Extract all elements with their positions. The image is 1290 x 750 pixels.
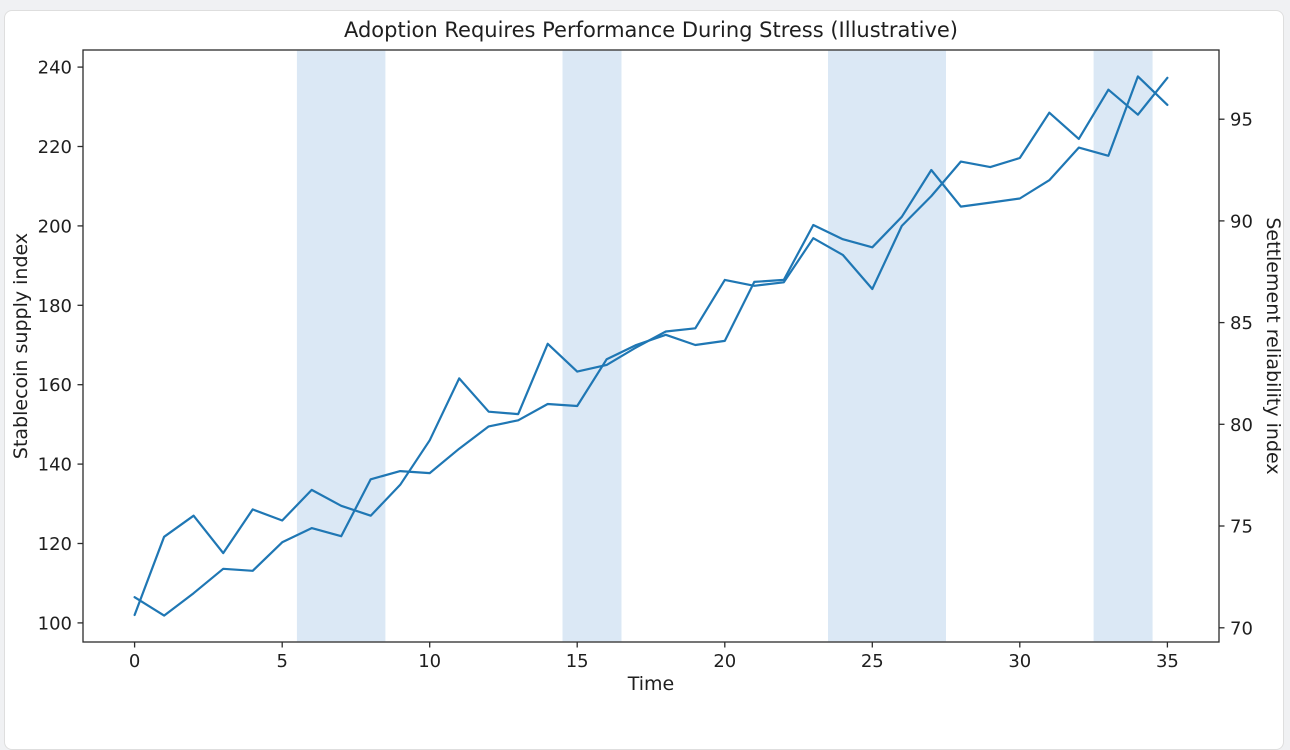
y-left-tick-label: 200: [38, 216, 72, 237]
y-left-tick-label: 220: [38, 137, 72, 158]
stress-band: [296, 50, 386, 642]
line-chart: 0 5 10 15 20 25 30 35 100 120 140 160 180 200 220 240 70…: [10, 18, 1284, 695]
x-tick-label: 35: [1156, 651, 1179, 672]
reliability-line: [133, 75, 1169, 617]
series-layer: [133, 75, 1169, 617]
ticks-layer: 0 5 10 15 20 25 30 35 100 120 140 160 180 200 220 240 70…: [38, 58, 1253, 672]
y-left-tick-label: 240: [38, 58, 72, 79]
x-tick-label: 15: [566, 651, 589, 672]
x-tick-label: 30: [1008, 651, 1031, 672]
y-axis-label-right: Settlement reliability index: [1262, 217, 1284, 474]
y-left-tick-label: 100: [38, 613, 72, 634]
y-left-tick-label: 160: [38, 375, 72, 396]
y-axis-label-left: Stablecoin supply index: [10, 233, 32, 459]
x-axis-label: Time: [627, 673, 675, 695]
x-tick-label: 25: [861, 651, 884, 672]
stress-band: [1093, 50, 1153, 642]
y-right-tick-label: 80: [1230, 415, 1253, 436]
x-tick-label: 0: [129, 651, 140, 672]
y-right-tick-label: 75: [1230, 517, 1253, 538]
x-tick-label: 5: [276, 651, 287, 672]
y-right-tick-label: 85: [1230, 313, 1253, 334]
stress-band: [562, 50, 622, 642]
supply-line: [133, 76, 1169, 617]
y-right-tick-label: 70: [1230, 618, 1253, 639]
stress-band: [828, 50, 946, 642]
x-tick-label: 10: [418, 651, 441, 672]
axes-box: [82, 49, 1220, 643]
y-right-tick-label: 95: [1230, 110, 1253, 131]
y-left-tick-label: 180: [38, 296, 72, 317]
chart-title: Adoption Requires Performance During Str…: [344, 18, 958, 42]
stress-bands-layer: [296, 50, 1153, 642]
y-right-tick-label: 90: [1230, 211, 1253, 232]
y-left-tick-label: 140: [38, 455, 72, 476]
y-left-tick-label: 120: [38, 534, 72, 555]
x-tick-label: 20: [713, 651, 736, 672]
figure-card: [4, 10, 1284, 750]
